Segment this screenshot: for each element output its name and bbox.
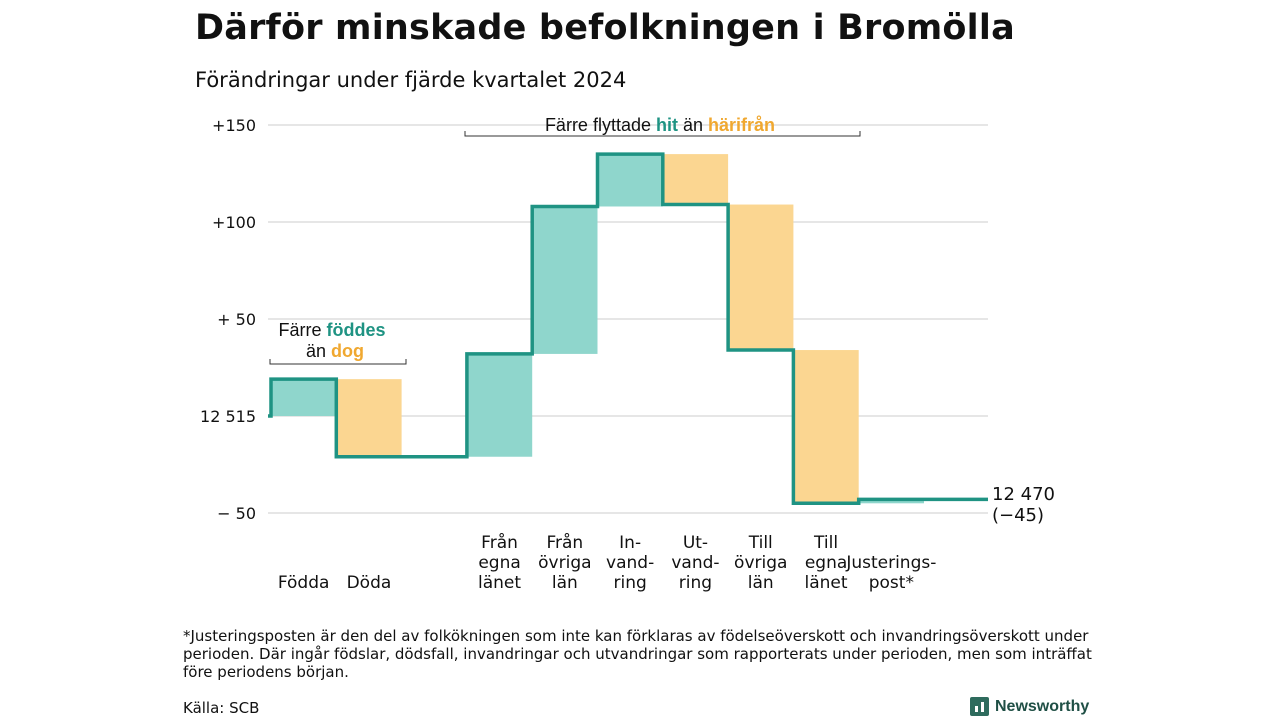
category-label: Döda — [347, 573, 392, 593]
category-label: län — [748, 573, 774, 593]
category-label: Från — [481, 532, 518, 553]
category-label: ring — [614, 573, 647, 593]
end-value-label: 12 470 — [992, 484, 1055, 505]
waterfall-bar — [336, 379, 402, 457]
category-label: vand- — [606, 553, 654, 573]
category-label: egna — [805, 553, 847, 573]
category-label: ring — [679, 573, 712, 593]
category-label: Till — [748, 533, 773, 553]
y-tick-label: − 50 — [217, 504, 256, 523]
end-value-label: (−45) — [992, 505, 1044, 526]
waterfall-bar — [793, 350, 859, 504]
category-label: länet — [478, 573, 521, 593]
waterfall-bar — [728, 204, 794, 351]
brand-name: Newsworthy — [995, 697, 1090, 715]
waterfall-bar — [662, 154, 729, 205]
population-step-line — [268, 152, 988, 506]
source-note: Källa: SCB — [183, 699, 260, 717]
chart-title: Därför minskade befolkningen i Bromölla — [195, 8, 1015, 48]
category-label: post* — [869, 573, 914, 593]
y-tick-label: + 50 — [217, 310, 256, 329]
annotation-bracket — [464, 131, 861, 137]
category-label: Ut- — [683, 533, 708, 553]
annotation-migration: Färre flyttade hit än härifrån — [545, 115, 775, 135]
y-tick-label: +100 — [212, 213, 256, 232]
y-tick-label: 12 515 — [200, 407, 256, 426]
annotation-bracket — [269, 359, 407, 365]
category-label: övriga — [538, 553, 591, 573]
category-label: Till — [813, 533, 838, 553]
category-label: län — [552, 573, 578, 593]
y-tick-label: +150 — [212, 116, 256, 135]
waterfall-bar — [532, 206, 598, 354]
category-label: Födda — [278, 573, 330, 593]
adjustment-bar — [858, 499, 924, 504]
waterfall-bar — [271, 379, 337, 416]
chart-subtitle: Förändringar under fjärde kvartalet 2024 — [195, 68, 627, 92]
category-label: Från — [546, 532, 583, 553]
category-label: vand- — [671, 553, 719, 573]
waterfall-bar — [466, 353, 533, 457]
category-label: Justerings- — [845, 553, 936, 573]
category-label: övriga — [734, 553, 787, 573]
category-label: länet — [805, 573, 848, 593]
category-label: In- — [619, 533, 641, 553]
annotation-births-deaths: än dog — [306, 341, 364, 361]
brand-logo: Newsworthy — [970, 697, 1089, 716]
annotation-births-deaths: Färre föddes — [278, 320, 385, 340]
bar-chart-icon — [970, 697, 989, 716]
category-label: egna — [478, 553, 520, 573]
waterfall-bar — [597, 154, 663, 207]
footnote: *Justeringsposten är den del av folkökni… — [183, 627, 1092, 681]
